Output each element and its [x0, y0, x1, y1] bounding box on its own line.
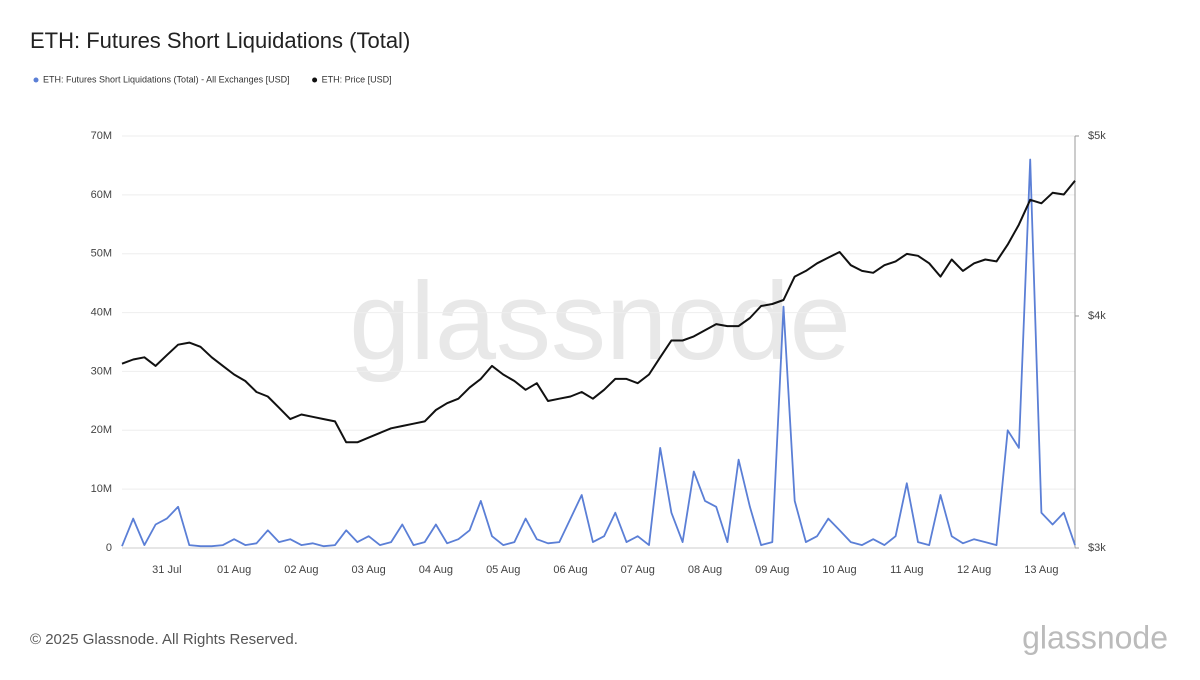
x-tick-label: 03 Aug	[352, 564, 386, 576]
chart-title: ETH: Futures Short Liquidations (Total)	[30, 28, 410, 53]
x-tick-label: 10 Aug	[822, 564, 856, 576]
watermark: glassnode	[349, 260, 851, 383]
y-tick-label: 30M	[91, 365, 112, 377]
x-tick-label: 09 Aug	[755, 564, 789, 576]
legend-marker	[312, 77, 318, 83]
x-tick-label: 02 Aug	[284, 564, 318, 576]
y-tick-label: 70M	[91, 130, 112, 142]
y-tick-label: 0	[106, 542, 112, 554]
logo: glassnode	[1022, 619, 1168, 655]
y2-tick-label: $4k	[1088, 310, 1106, 322]
series-line	[121, 180, 1076, 444]
legend-label: ETH: Futures Short Liquidations (Total) …	[43, 74, 290, 84]
y-tick-label: 20M	[91, 424, 112, 436]
series-line	[121, 158, 1076, 548]
y-tick-label: 50M	[91, 248, 112, 260]
x-tick-label: 07 Aug	[621, 564, 655, 576]
legend-label: ETH: Price [USD]	[322, 74, 392, 84]
x-tick-label: 06 Aug	[553, 564, 587, 576]
x-tick-label: 04 Aug	[419, 564, 453, 576]
y-tick-label: 10M	[91, 483, 112, 495]
y2-tick-label: $3k	[1088, 542, 1106, 554]
y-tick-label: 40M	[91, 306, 112, 318]
x-tick-label: 08 Aug	[688, 564, 722, 576]
y2-tick-label: $5k	[1088, 130, 1106, 142]
x-tick-label: 05 Aug	[486, 564, 520, 576]
footer: © 2025 Glassnode. All Rights Reserved.	[30, 631, 298, 648]
y-tick-label: 60M	[91, 189, 112, 201]
x-tick-label: 31 Jul	[152, 564, 181, 576]
legend-marker	[33, 77, 39, 83]
x-tick-label: 01 Aug	[217, 564, 251, 576]
x-tick-label: 12 Aug	[957, 564, 991, 576]
x-tick-label: 11 Aug	[890, 564, 923, 576]
x-tick-label: 13 Aug	[1024, 564, 1058, 576]
